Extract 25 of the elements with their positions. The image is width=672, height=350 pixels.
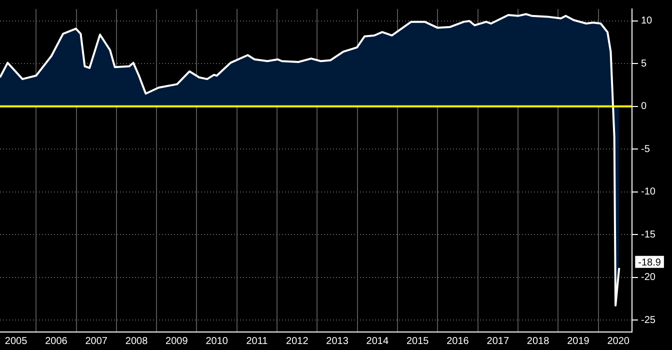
x-tick-label: 2006 (45, 336, 68, 347)
x-tick-label: 2007 (85, 336, 108, 347)
x-tick-label: 2019 (567, 336, 590, 347)
y-tick-label: -20 (641, 272, 656, 284)
x-tick-label: 2010 (206, 336, 228, 347)
x-tick-label: 2016 (446, 336, 470, 347)
x-tick-label: 2014 (366, 336, 389, 347)
y-tick-label: -10 (641, 186, 656, 198)
x-tick-label: 2020 (607, 336, 630, 347)
y-tick-label: 0 (641, 101, 647, 112)
x-tick-label: 2011 (246, 336, 268, 347)
x-tick-label: 2009 (166, 336, 188, 347)
x-tick-label: 2017 (486, 336, 510, 347)
y-tick-label: 5 (641, 58, 647, 70)
x-tick-label: 2008 (125, 336, 148, 347)
x-tick-label: 2015 (406, 336, 430, 347)
annotation: -18.9 (638, 258, 662, 269)
x-tick-label: 2013 (326, 336, 349, 347)
x-tick-label: 2018 (526, 336, 550, 347)
y-tick-label: 10 (641, 16, 653, 27)
y-tick-label: -25 (641, 314, 656, 326)
y-tick-label: -15 (641, 229, 656, 240)
x-tick-label: 2012 (286, 336, 309, 347)
x-tick-label: 2005 (4, 336, 28, 347)
y-tick-label: -5 (641, 144, 650, 155)
